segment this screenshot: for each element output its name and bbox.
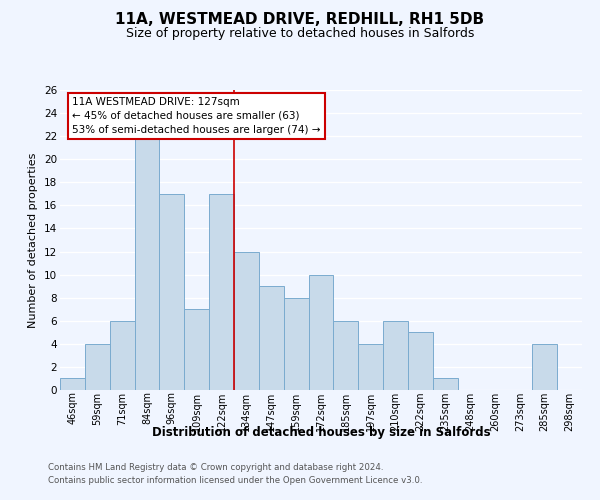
Text: 11A, WESTMEAD DRIVE, REDHILL, RH1 5DB: 11A, WESTMEAD DRIVE, REDHILL, RH1 5DB xyxy=(115,12,485,28)
Y-axis label: Number of detached properties: Number of detached properties xyxy=(28,152,38,328)
Bar xyxy=(184,309,209,390)
Bar xyxy=(358,344,383,390)
Bar xyxy=(308,274,334,390)
Text: Size of property relative to detached houses in Salfords: Size of property relative to detached ho… xyxy=(126,28,474,40)
Bar xyxy=(284,298,308,390)
Text: Distribution of detached houses by size in Salfords: Distribution of detached houses by size … xyxy=(152,426,490,439)
Bar xyxy=(532,344,557,390)
Bar xyxy=(334,321,358,390)
Bar xyxy=(110,321,134,390)
Bar xyxy=(383,321,408,390)
Bar xyxy=(234,252,259,390)
Bar xyxy=(408,332,433,390)
Text: 11A WESTMEAD DRIVE: 127sqm
← 45% of detached houses are smaller (63)
53% of semi: 11A WESTMEAD DRIVE: 127sqm ← 45% of deta… xyxy=(73,97,321,135)
Bar xyxy=(433,378,458,390)
Bar xyxy=(259,286,284,390)
Text: Contains public sector information licensed under the Open Government Licence v3: Contains public sector information licen… xyxy=(48,476,422,485)
Bar xyxy=(60,378,85,390)
Text: Contains HM Land Registry data © Crown copyright and database right 2024.: Contains HM Land Registry data © Crown c… xyxy=(48,464,383,472)
Bar xyxy=(160,194,184,390)
Bar xyxy=(209,194,234,390)
Bar xyxy=(85,344,110,390)
Bar xyxy=(134,136,160,390)
